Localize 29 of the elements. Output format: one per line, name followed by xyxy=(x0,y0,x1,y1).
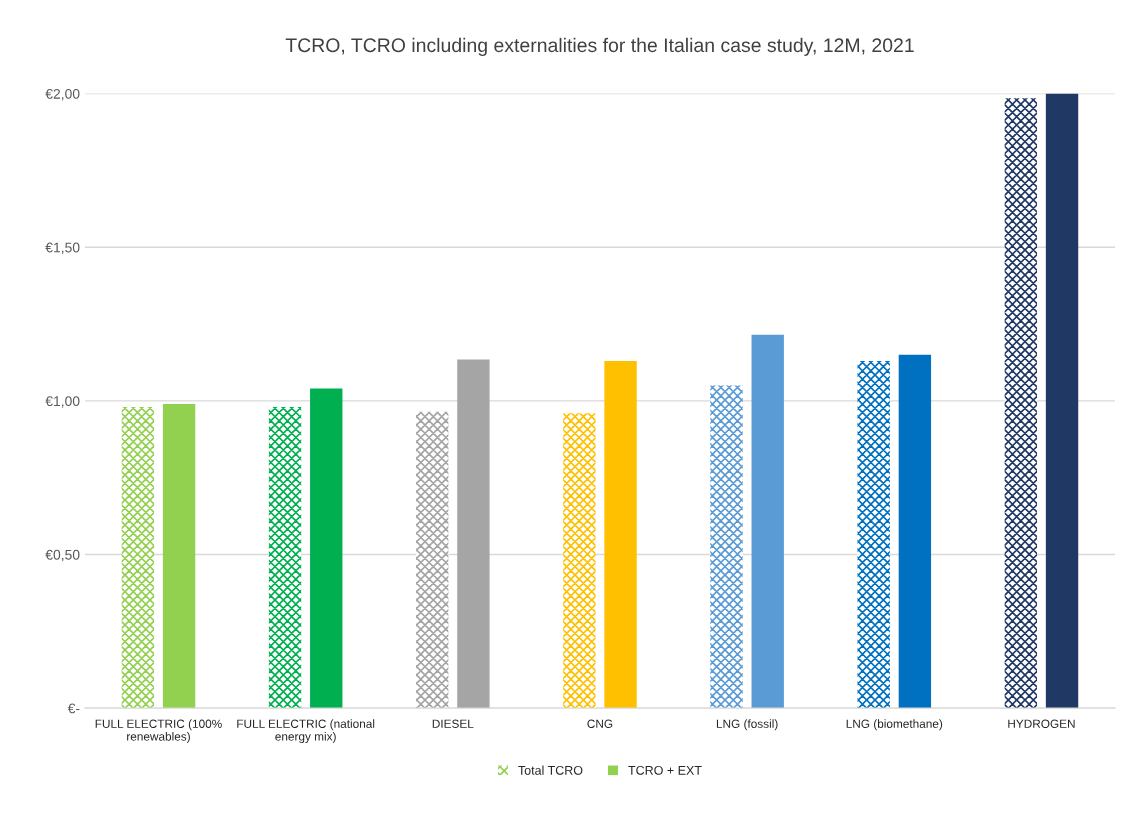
bar xyxy=(898,354,932,709)
y-tick-label: €2,00 xyxy=(45,88,80,101)
bar xyxy=(162,403,196,709)
bar xyxy=(563,413,596,709)
bar xyxy=(457,359,490,709)
x-tick-label: DIESEL xyxy=(432,719,474,728)
legend-label: Total TCRO xyxy=(518,765,583,775)
x-tick-label: LNG (fossil) xyxy=(716,719,778,731)
bar xyxy=(710,385,743,709)
bar xyxy=(857,360,890,709)
bar xyxy=(310,388,343,709)
x-tick-label: CNG xyxy=(587,719,613,728)
bar xyxy=(1045,93,1079,709)
bar xyxy=(751,334,784,709)
legend-label: TCRO + EXT xyxy=(628,765,702,775)
x-tick-label: FULL ELECTRIC (100% renewables) xyxy=(95,719,222,744)
y-tick-label: €- xyxy=(67,703,80,714)
x-tick-label: LNG (biomethane) xyxy=(846,719,943,731)
y-tick-label: €1,50 xyxy=(45,242,80,255)
y-tick-label: €1,00 xyxy=(45,396,80,408)
bar xyxy=(268,407,302,709)
bar xyxy=(604,360,637,709)
x-tick-label: HYDROGEN xyxy=(1008,719,1075,728)
x-tick-label: FULL ELECTRIC (national energy mix) xyxy=(237,719,375,744)
y-tick-label: €0,50 xyxy=(45,549,80,562)
bar xyxy=(121,407,155,709)
chart-title: TCRO, TCRO including externalities for the Italian case study, 12M, 2021 xyxy=(285,37,914,56)
bar xyxy=(416,411,449,709)
bar xyxy=(1004,98,1038,709)
